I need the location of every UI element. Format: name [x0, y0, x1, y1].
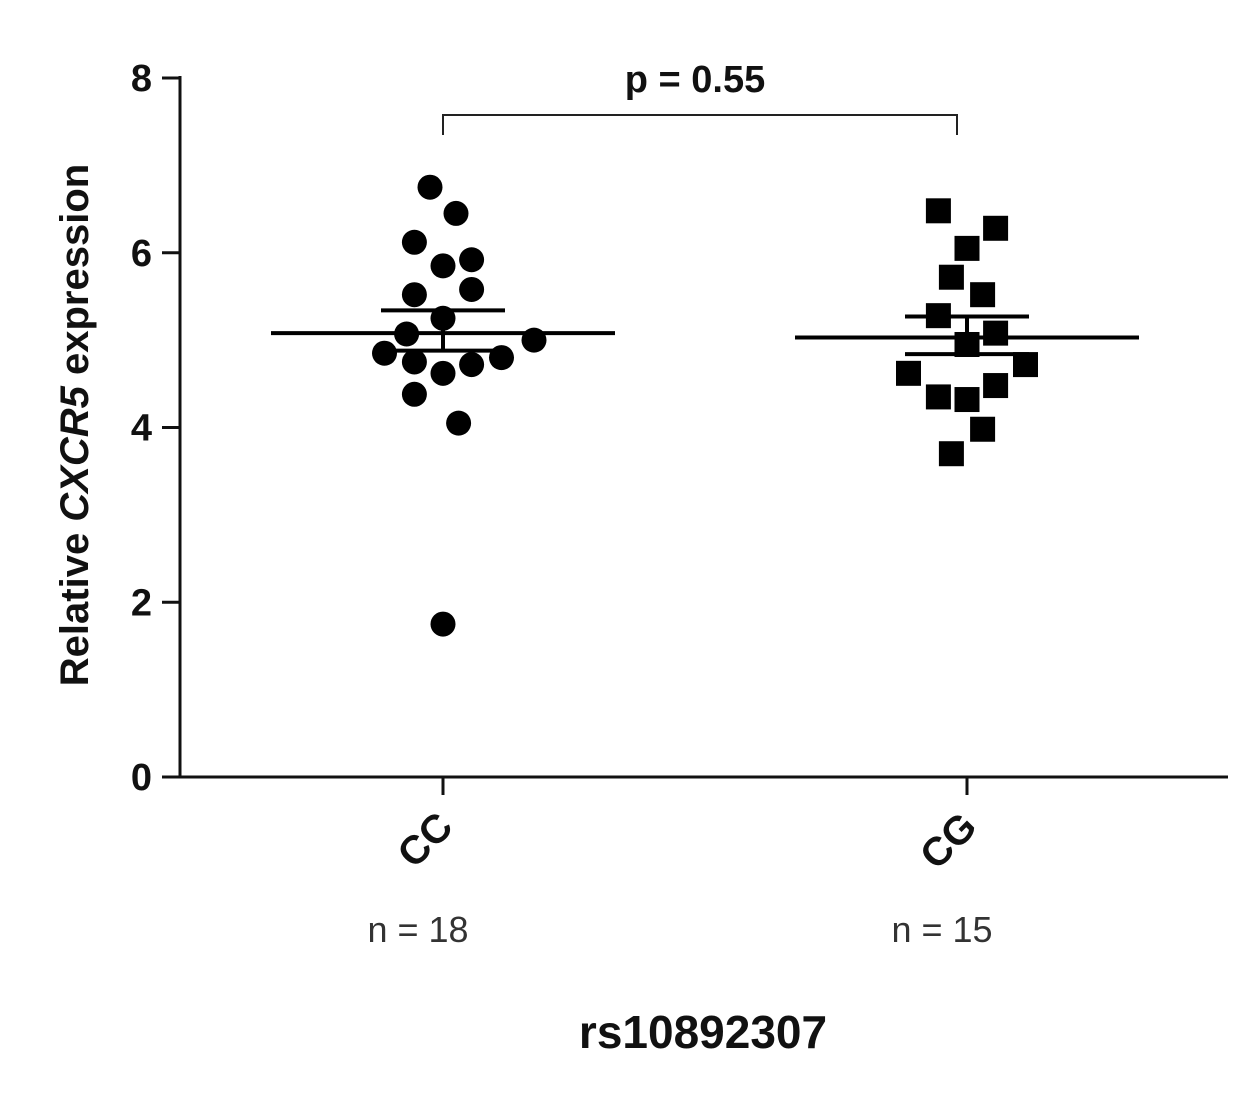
y-axis-label-prefix: Relative	[53, 522, 97, 687]
data-point-circle	[446, 410, 472, 436]
data-point-circle	[417, 174, 443, 200]
data-point-circle	[430, 253, 456, 279]
data-point-circle	[430, 305, 456, 331]
data-point-square	[983, 373, 1009, 399]
group-count-label: n = 15	[891, 909, 992, 950]
data-point-square	[938, 441, 964, 467]
x-categories: CC n = 18 CG n = 15	[367, 777, 993, 950]
data-point-square	[983, 215, 1009, 241]
bracket-line	[442, 114, 958, 135]
data-point-circle	[401, 349, 427, 375]
data-point-circle	[394, 321, 420, 347]
data-point-square	[938, 264, 964, 290]
data-point-circle	[430, 611, 456, 637]
x-category-label: CG	[912, 804, 986, 878]
data-point-square	[970, 282, 996, 308]
y-ticks: 0 2 4 6 8	[131, 58, 180, 799]
data-point-square	[954, 331, 980, 357]
data-point-square	[954, 235, 980, 261]
x-category-label: CC	[389, 804, 461, 876]
axes	[178, 76, 1228, 779]
data-point-circle	[430, 360, 456, 386]
data-point-circle	[459, 247, 485, 273]
data-point-circle	[372, 340, 397, 366]
y-axis-label-suffix: expression	[53, 164, 97, 386]
data-point-square	[896, 360, 921, 386]
data-point-circle	[401, 282, 427, 308]
y-tick-label: 2	[131, 582, 152, 624]
data-point-circle	[443, 200, 469, 226]
data-point-square	[983, 320, 1009, 346]
data-point-circle	[459, 352, 485, 378]
data-point-circle	[489, 345, 514, 371]
data-point-circle	[459, 276, 485, 302]
data-point-square	[970, 416, 996, 442]
data-points	[372, 174, 1038, 637]
data-point-circle	[521, 327, 547, 353]
data-point-square	[925, 303, 951, 329]
y-tick-label: 4	[131, 408, 152, 450]
p-value-annotation: p = 0.55	[625, 59, 765, 101]
data-point-square	[1013, 352, 1038, 378]
data-point-square	[954, 387, 980, 413]
data-point-circle	[401, 381, 427, 407]
data-point-circle	[401, 229, 427, 255]
y-axis-label-gene: CXCR5	[53, 385, 97, 521]
data-point-square	[925, 384, 951, 410]
y-tick-label: 6	[131, 233, 152, 275]
x-axis-label: rs10892307	[579, 1006, 827, 1058]
group-count-label: n = 18	[367, 909, 468, 950]
y-tick-label: 0	[131, 757, 152, 799]
y-axis-label: Relative CXCR5 expression	[53, 164, 97, 686]
significance-bracket: p = 0.55	[442, 59, 958, 135]
y-tick-label: 8	[131, 58, 152, 100]
data-point-square	[925, 198, 951, 224]
